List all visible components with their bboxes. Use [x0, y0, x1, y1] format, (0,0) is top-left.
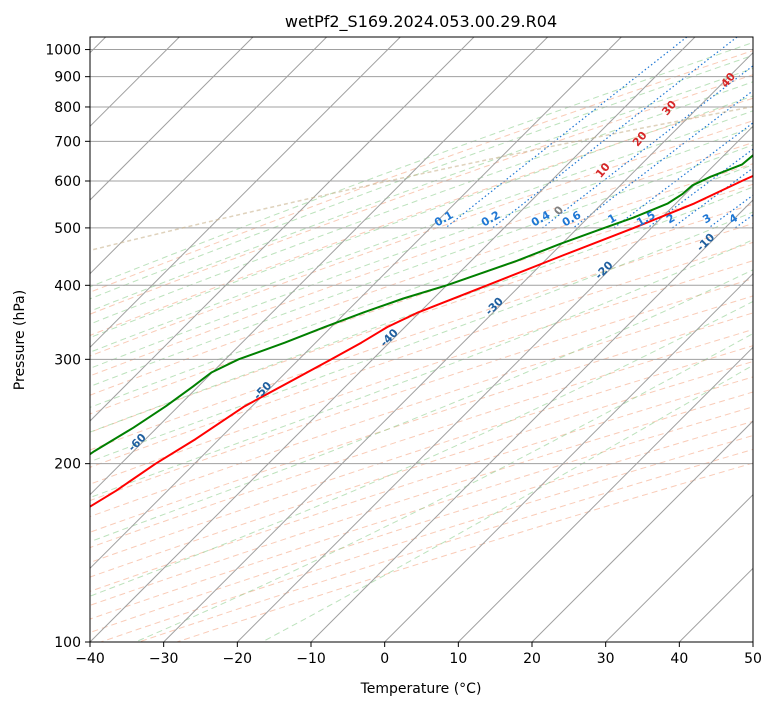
y-tick-label: 900 — [54, 70, 81, 86]
mixing-ratio-line — [542, 65, 753, 229]
plot-area: -100-90-80-70-60-50-40-30-20-100.10.20.4… — [90, 37, 753, 642]
dry-adiabat-line — [90, 278, 753, 502]
lcl-curve — [90, 105, 753, 252]
moist-adiabat-line — [135, 332, 753, 642]
dry-adiabat-line — [90, 97, 753, 336]
isotherm-line — [90, 37, 622, 570]
dry-adiabat-line — [90, 260, 753, 485]
x-tick-label: −30 — [149, 651, 179, 667]
isotherm-line — [90, 37, 549, 496]
moist-adiabat-line — [90, 41, 753, 288]
moist-adiabat-line — [90, 95, 753, 339]
moist-adiabat-line — [90, 211, 753, 463]
y-tick-label: 1000 — [45, 43, 81, 59]
isotherm-line — [90, 37, 328, 275]
temperature-profile-line — [90, 174, 753, 508]
x-axis-ticks: −40 −30 −20 −10 0 10 20 30 40 50 — [75, 642, 762, 667]
isotherm-line — [90, 37, 401, 349]
dry-adiabat-line — [90, 222, 753, 451]
isotherm-line — [90, 37, 254, 201]
x-tick-label: 0 — [380, 651, 389, 667]
x-tick-label: −10 — [296, 651, 326, 667]
dry-adiabat-line — [90, 50, 753, 293]
dry-adiabat-line — [90, 312, 753, 533]
isotherm-gridlines — [90, 37, 753, 642]
dry-adiabat-line — [90, 391, 753, 606]
x-tick-label: 40 — [670, 651, 688, 667]
dry-adiabat-line — [90, 360, 753, 578]
dry-adiabat-line — [90, 74, 753, 315]
y-axis-ticks: 100 200 300 400 500 600 700 800 900 1000 — [45, 43, 90, 651]
y-tick-label: 300 — [54, 352, 81, 368]
moist-adiabat-line — [90, 126, 753, 369]
isotherm-line — [163, 51, 753, 642]
dry-adiabat-line — [90, 163, 753, 396]
y-tick-label: 200 — [54, 457, 81, 473]
mixing-ratio-line — [572, 89, 753, 229]
moist-adiabat-line — [90, 186, 753, 433]
sounding-profiles — [90, 153, 753, 508]
x-axis-title: Temperature (°C) — [360, 681, 482, 697]
y-tick-label: 600 — [54, 174, 81, 190]
x-tick-label: −40 — [75, 651, 105, 667]
moist-adiabat-line — [90, 164, 753, 408]
dry-adiabat-line — [90, 142, 753, 377]
y-tick-label: 100 — [54, 635, 81, 651]
x-tick-label: −20 — [223, 651, 253, 667]
chart-title: wetPf2_S169.2024.053.00.29.R04 — [285, 12, 557, 32]
y-axis-title: Pressure (hPa) — [12, 290, 28, 390]
dry-adiabat-line — [90, 328, 753, 549]
x-tick-label: 30 — [597, 651, 615, 667]
lcl-line — [90, 105, 753, 252]
pressure-gridlines — [90, 49, 753, 642]
x-tick-label: 50 — [744, 651, 762, 667]
dewpoint-profile-line — [90, 153, 753, 456]
isotherm-line — [605, 493, 753, 642]
y-tick-label: 800 — [54, 100, 81, 116]
y-tick-label: 400 — [54, 278, 81, 294]
isotherm-line — [236, 125, 753, 642]
moist-adiabat-line — [90, 67, 753, 312]
isotherm-line — [310, 199, 753, 642]
y-tick-label: 700 — [54, 134, 81, 150]
moist-adiabat-line — [261, 364, 753, 642]
x-tick-label: 20 — [523, 651, 541, 667]
mixing-ratio-line — [672, 167, 753, 229]
plot-frame — [89, 36, 754, 643]
isotherm-line — [457, 346, 753, 642]
isotherm-line — [384, 272, 753, 642]
isotherm-line — [531, 420, 753, 642]
isotherm-line — [90, 37, 475, 422]
x-tick-label: 10 — [449, 651, 467, 667]
y-tick-label: 500 — [54, 221, 81, 237]
